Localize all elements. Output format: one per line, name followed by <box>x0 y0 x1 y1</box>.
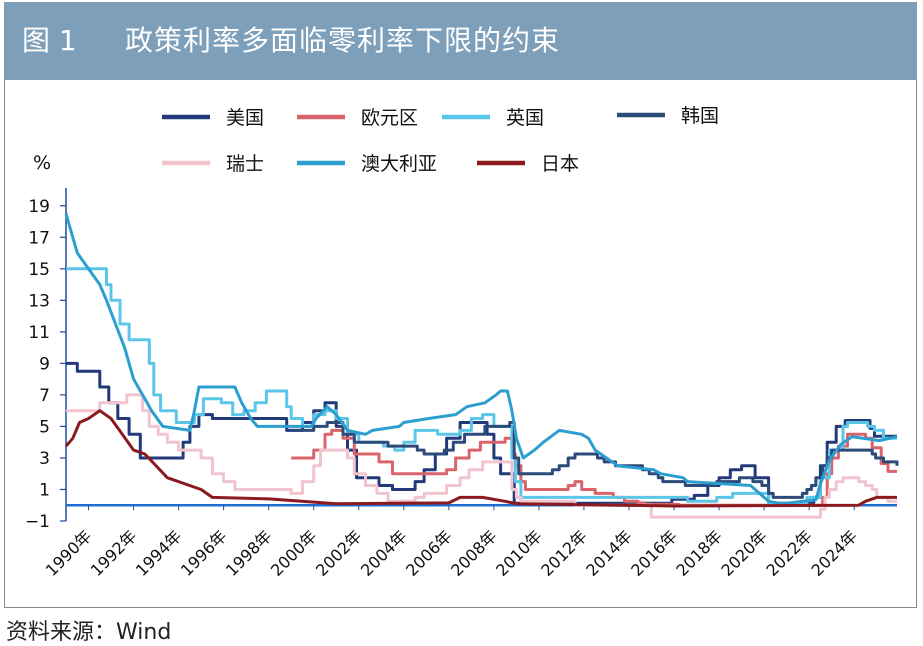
x-tick-label: 1998年 <box>222 526 276 580</box>
x-tick-label: 2016年 <box>627 526 681 580</box>
figure-header: 图 1 政策利率多面临零利率下限的约束 <box>4 2 917 80</box>
y-tick-label: 3 <box>39 449 50 469</box>
x-tick-label: 2000年 <box>267 526 321 580</box>
legend-label-euro: 欧元区 <box>361 107 418 129</box>
y-axis-unit-label: % <box>33 152 51 174</box>
source-note: 资料来源：Wind <box>6 620 172 645</box>
y-tick-label: 15 <box>28 260 50 280</box>
legend-label-swiss: 瑞士 <box>226 153 264 175</box>
legend-label-uk: 英国 <box>506 107 544 129</box>
y-tick-label: 17 <box>28 228 50 248</box>
y-tick-label: 13 <box>28 291 50 311</box>
chart-frame <box>4 80 917 608</box>
series-line-euro <box>291 428 897 507</box>
y-tick-label: −1 <box>25 512 50 532</box>
series-line-australia <box>64 213 898 506</box>
legend-label-korea: 韩国 <box>681 105 719 127</box>
figure-title: 政策利率多面临零利率下限的约束 <box>125 24 561 57</box>
y-tick-label: 7 <box>39 386 50 406</box>
y-tick-label: 9 <box>39 354 50 374</box>
x-tick-label: 2018年 <box>672 526 726 580</box>
x-tick-label: 1996年 <box>177 526 231 580</box>
series-line-japan <box>64 409 897 508</box>
y-tick-label: 11 <box>28 323 50 343</box>
x-tick-label: 2014年 <box>582 526 636 580</box>
legend-label-us: 美国 <box>226 107 264 129</box>
x-tick-label: 2022年 <box>762 526 816 580</box>
legend-label-japan: 日本 <box>541 153 579 175</box>
x-tick-label: 1994年 <box>132 526 186 580</box>
y-tick-label: 1 <box>39 480 50 500</box>
x-tick-label: 2010年 <box>492 526 546 580</box>
x-tick-label: 2020年 <box>717 526 771 580</box>
series-line-swiss <box>66 393 897 519</box>
x-tick-label: 2008年 <box>447 526 501 580</box>
series-line-uk <box>66 267 897 506</box>
y-tick-label: 5 <box>39 417 50 437</box>
legend-label-australia: 澳大利亚 <box>361 153 437 175</box>
x-tick-label: 1990年 <box>42 526 96 580</box>
y-tick-label: 19 <box>28 197 50 217</box>
x-tick-label: 2002年 <box>312 526 366 580</box>
figure-number: 图 1 <box>22 24 77 57</box>
x-tick-label: 2024年 <box>807 526 861 580</box>
x-tick-label: 2012年 <box>537 526 591 580</box>
x-tick-label: 1992年 <box>87 526 141 580</box>
x-tick-label: 2004年 <box>357 526 411 580</box>
x-tick-label: 2006年 <box>402 526 456 580</box>
